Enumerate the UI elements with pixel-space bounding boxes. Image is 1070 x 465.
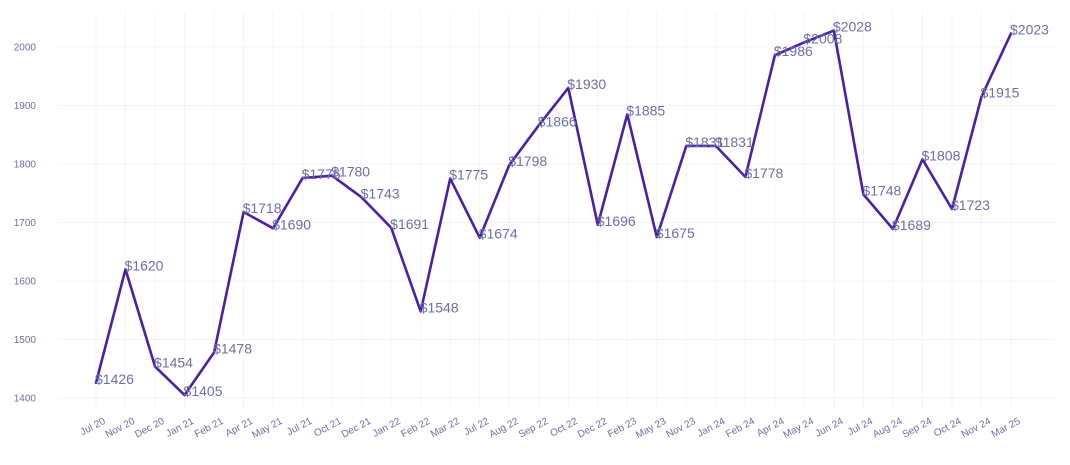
data-label: $1798 <box>508 153 547 169</box>
data-label: $1743 <box>361 185 400 201</box>
x-tick-label: Oct 24 <box>932 416 964 440</box>
data-label: $1748 <box>862 182 901 198</box>
data-label: $1866 <box>538 113 577 129</box>
data-label: $1831 <box>715 134 754 150</box>
data-label: $1930 <box>567 76 606 92</box>
y-tick-label: 1500 <box>14 335 37 346</box>
x-tick-label: Jan 22 <box>371 416 403 440</box>
x-tick-label: Aug 22 <box>487 416 521 441</box>
x-tick-label: Nov 20 <box>104 416 138 441</box>
data-label: $1691 <box>390 216 429 232</box>
data-label: $1690 <box>272 216 311 232</box>
data-labels: $1426 $1620 $1454 $1405 $1478 $1718$1690 $1776… <box>95 19 1049 399</box>
data-label: $1718 <box>243 200 282 216</box>
series-line-layer <box>94 29 1013 397</box>
data-label: $1696 <box>597 213 636 229</box>
x-tick-label: Feb 24 <box>724 416 757 441</box>
y-tick-label: 2000 <box>14 43 37 54</box>
data-label: $1723 <box>951 197 990 213</box>
x-tick-label: May 23 <box>634 416 669 441</box>
data-label: $1620 <box>125 257 164 273</box>
x-tick-label: Jan 21 <box>164 416 196 440</box>
data-label: $1426 <box>95 371 134 387</box>
y-tick-label: 1800 <box>14 160 37 171</box>
y-axis-ticks: 1400 1500 1600 1700 1800 1900 2000 <box>14 43 37 405</box>
data-label: $1808 <box>921 147 960 163</box>
x-tick-label: Apr 24 <box>755 416 787 440</box>
data-label: $1778 <box>744 165 783 181</box>
x-tick-label: Oct 22 <box>548 416 580 440</box>
x-tick-label: May 21 <box>250 416 285 441</box>
data-label: $1775 <box>449 167 488 183</box>
data-label: $1689 <box>892 217 931 233</box>
data-label: $2023 <box>1010 22 1049 38</box>
x-tick-label: Jul 20 <box>79 416 108 438</box>
y-tick-label: 1400 <box>14 394 37 405</box>
data-label: $1915 <box>980 85 1019 101</box>
x-tick-label: Sep 22 <box>517 416 551 441</box>
x-tick-label: Dec 22 <box>576 416 610 441</box>
x-tick-label: Sep 24 <box>901 416 935 441</box>
grid <box>58 12 1055 410</box>
data-label: $1885 <box>626 102 665 118</box>
data-label: $1780 <box>331 164 370 180</box>
series-line <box>94 29 1013 397</box>
data-label: $1454 <box>154 354 193 370</box>
x-tick-label: Feb 23 <box>606 416 639 441</box>
data-label: $1548 <box>420 299 459 315</box>
x-tick-label: Dec 21 <box>340 416 374 441</box>
data-label: $2008 <box>803 30 842 46</box>
x-tick-label: Dec 20 <box>133 416 167 441</box>
data-label: $1405 <box>184 383 223 399</box>
x-tick-label: Mar 25 <box>990 416 1023 441</box>
x-tick-label: Jun 24 <box>814 416 846 440</box>
x-tick-label: Jul 22 <box>462 416 491 438</box>
x-tick-label: Oct 21 <box>312 416 344 440</box>
data-label: $1831 <box>685 134 724 150</box>
x-tick-label: Feb 22 <box>399 416 432 441</box>
x-tick-label: Jul 24 <box>846 416 875 438</box>
x-tick-label: May 24 <box>782 416 817 441</box>
x-tick-label: Feb 21 <box>193 416 226 441</box>
x-tick-label: Mar 22 <box>429 416 462 441</box>
x-tick-label: Aug 24 <box>871 416 905 441</box>
x-tick-label: Jul 21 <box>285 416 314 438</box>
data-label: $1776 <box>302 166 341 182</box>
x-tick-label: Jan 24 <box>696 416 728 440</box>
x-tick-label: Nov 23 <box>665 416 699 441</box>
data-label: $1674 <box>479 226 518 242</box>
data-label: $1478 <box>213 340 252 356</box>
y-tick-label: 1900 <box>14 101 37 112</box>
data-label: $2028 <box>833 19 872 35</box>
data-label: $1675 <box>656 225 695 241</box>
y-tick-label: 1700 <box>14 218 37 229</box>
x-tick-label: Apr 21 <box>224 416 256 440</box>
data-label: $1986 <box>774 43 813 59</box>
y-tick-label: 1600 <box>14 277 37 288</box>
x-tick-label: Nov 24 <box>960 416 994 441</box>
